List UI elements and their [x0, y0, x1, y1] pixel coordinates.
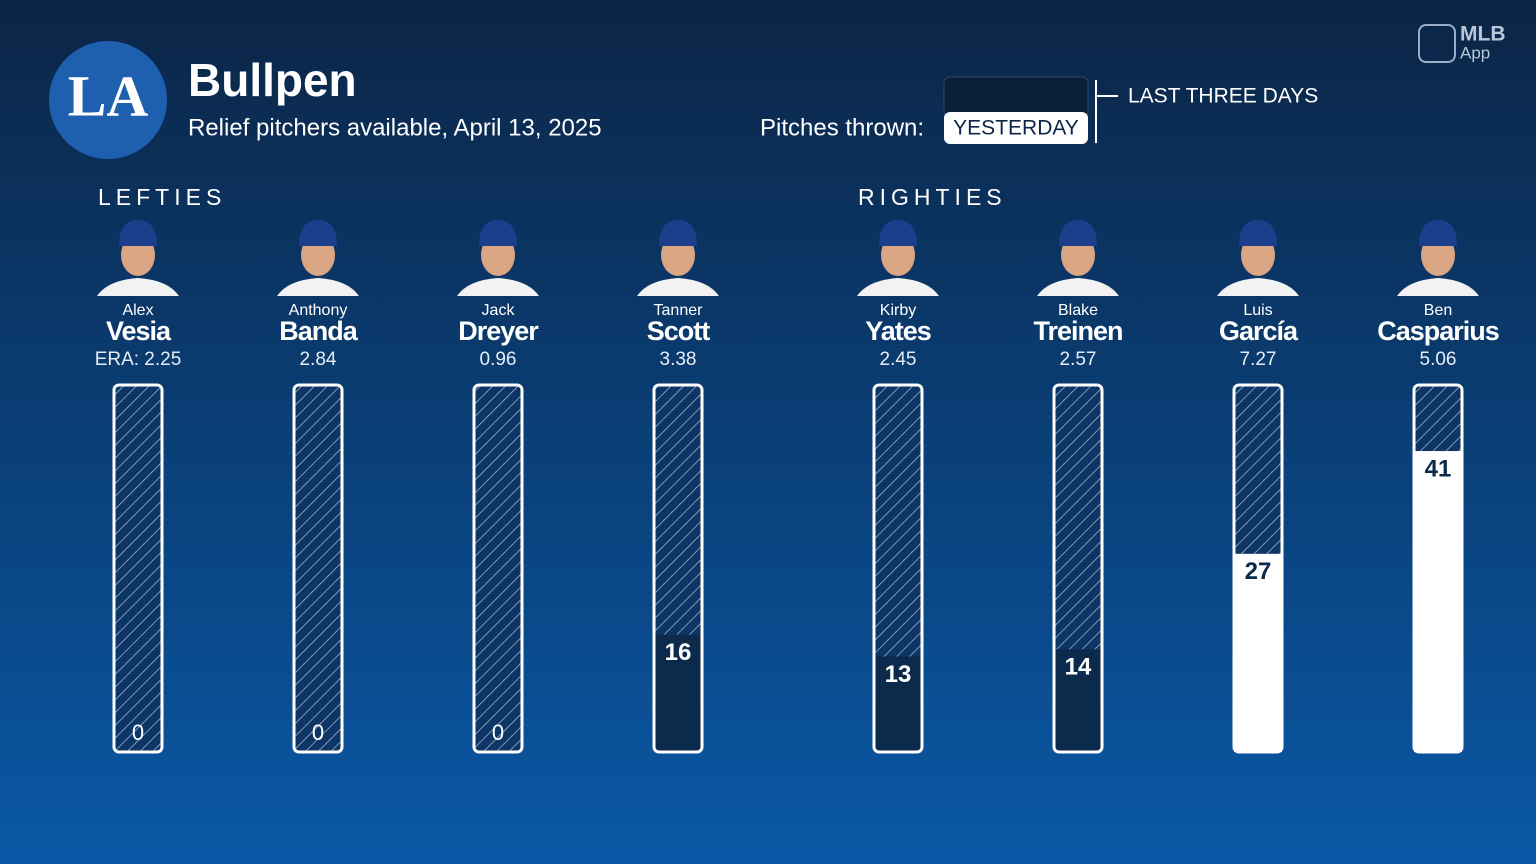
era: 2.84	[300, 349, 337, 370]
brand-icon	[1418, 24, 1456, 63]
first-name: Blake	[1058, 302, 1098, 319]
first-name: Jack	[482, 302, 516, 319]
era: 3.38	[660, 349, 697, 370]
bar-border	[292, 383, 344, 754]
headshot-cap	[1419, 220, 1457, 246]
first-name: Ben	[1424, 302, 1452, 319]
bar	[1054, 649, 1102, 752]
team-logo	[49, 41, 167, 159]
era: 5.06	[1420, 349, 1457, 370]
bar	[654, 634, 702, 752]
first-name: Tanner	[654, 302, 704, 319]
bar-border	[1232, 383, 1284, 754]
bar-value-label: 13	[885, 661, 912, 688]
headshot-body	[1397, 278, 1479, 296]
last-name: Treinen	[1033, 316, 1122, 346]
bar-border	[1052, 383, 1104, 754]
group-label: LEFTIES	[98, 184, 226, 210]
logo-text: LA	[68, 63, 149, 128]
era: ERA: 2.25	[95, 349, 182, 370]
first-name: Luis	[1243, 302, 1272, 319]
toggle-bracket	[1095, 80, 1118, 143]
brand-sub: App	[1460, 43, 1490, 62]
headshot-body	[457, 278, 539, 296]
headshot-body	[97, 278, 179, 296]
first-name: Anthony	[289, 302, 348, 319]
bar-value-label: 0	[132, 720, 144, 745]
toggle-selected-text[interactable]: YESTERDAY	[953, 117, 1079, 140]
bar-value-label: 0	[312, 720, 324, 745]
headshot-cap	[1239, 220, 1277, 246]
headshot-body	[857, 278, 939, 296]
first-name: Alex	[122, 302, 153, 319]
bar-value-label: 27	[1245, 558, 1272, 585]
bar-border	[112, 383, 164, 754]
era: 2.45	[880, 349, 917, 370]
headshot-body	[637, 278, 719, 296]
bar-value-label: 41	[1425, 455, 1452, 482]
headshot-body	[277, 278, 359, 296]
toggle-selected[interactable]	[944, 112, 1088, 144]
era: 2.57	[1060, 349, 1097, 370]
last-name: Casparius	[1377, 316, 1499, 346]
toggle-label: Pitches thrown:	[760, 114, 924, 141]
bar-track	[294, 385, 342, 752]
last-name: García	[1219, 316, 1299, 346]
bar-track	[474, 385, 522, 752]
era: 7.27	[1240, 349, 1277, 370]
headshot-body	[1217, 278, 1299, 296]
bar-border	[652, 383, 704, 754]
era: 0.96	[480, 349, 517, 370]
bar-value-label: 16	[665, 639, 692, 666]
headshot-body	[1037, 278, 1119, 296]
bar-value-label: 0	[492, 720, 504, 745]
bar-value-label: 14	[1065, 654, 1092, 681]
group-label: RIGHTIES	[858, 184, 1007, 210]
toggle-track	[943, 76, 1089, 118]
headshot-cap	[479, 220, 517, 246]
last-name: Yates	[865, 316, 931, 346]
bar-track	[114, 385, 162, 752]
last-name: Banda	[279, 316, 359, 346]
bar-border	[472, 383, 524, 754]
last-name: Dreyer	[458, 316, 539, 346]
toggle-other[interactable]: LAST THREE DAYS	[1128, 85, 1318, 108]
first-name: Kirby	[880, 302, 916, 319]
brand: MLB	[1460, 23, 1506, 46]
last-name: Scott	[647, 316, 711, 346]
headshot-cap	[879, 220, 917, 246]
title: Bullpen	[188, 54, 357, 106]
bar-border	[872, 383, 924, 754]
headshot-cap	[1059, 220, 1097, 246]
subtitle: Relief pitchers available, April 13, 202…	[188, 114, 602, 141]
bar	[1234, 553, 1282, 752]
bar	[874, 656, 922, 752]
headshot-cap	[299, 220, 337, 246]
bar	[1414, 451, 1462, 752]
bar-border	[1412, 383, 1464, 754]
headshot-cap	[119, 220, 157, 246]
headshot-cap	[659, 220, 697, 246]
last-name: Vesia	[106, 316, 172, 346]
